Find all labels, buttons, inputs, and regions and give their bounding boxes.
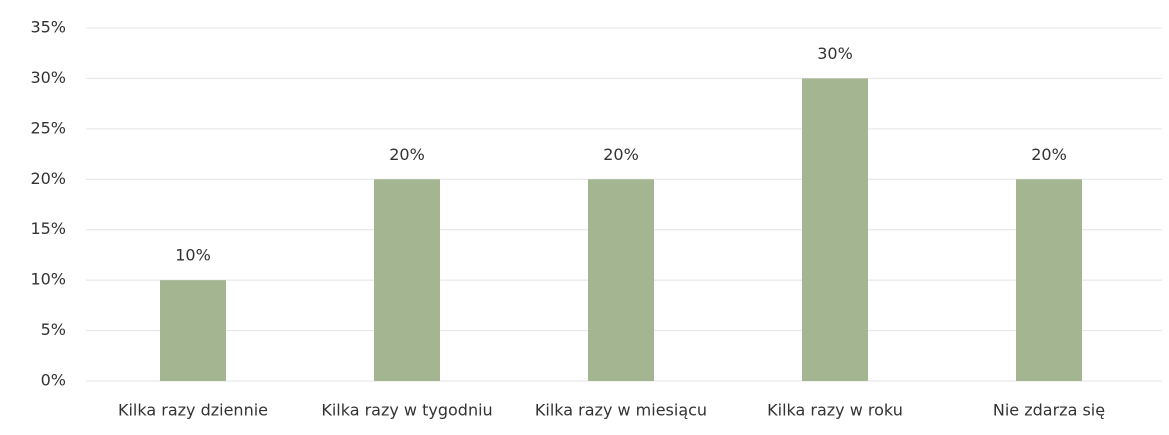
y-tick-label: 15% bbox=[30, 219, 66, 238]
bar bbox=[160, 280, 226, 381]
data-label: 10% bbox=[175, 246, 211, 265]
y-tick-label: 0% bbox=[41, 371, 66, 390]
y-tick-label: 20% bbox=[30, 169, 66, 188]
y-tick-label: 30% bbox=[30, 68, 66, 87]
x-tick-label: Kilka razy dziennie bbox=[118, 401, 268, 420]
bar bbox=[588, 179, 654, 381]
y-tick-label: 25% bbox=[30, 118, 66, 137]
bar bbox=[374, 179, 440, 381]
x-tick-label: Kilka razy w miesiącu bbox=[535, 401, 707, 420]
data-label: 30% bbox=[817, 44, 853, 63]
data-label: 20% bbox=[389, 145, 425, 164]
x-tick-label: Kilka razy w tygodniu bbox=[321, 401, 492, 420]
data-label: 20% bbox=[603, 145, 639, 164]
x-tick-label: Nie zdarza się bbox=[993, 401, 1105, 420]
y-tick-label: 35% bbox=[30, 18, 66, 37]
data-label: 20% bbox=[1031, 145, 1067, 164]
x-tick-label: Kilka razy w roku bbox=[767, 401, 903, 420]
y-tick-label: 5% bbox=[41, 320, 66, 339]
y-tick-label: 10% bbox=[30, 270, 66, 289]
bar bbox=[1016, 179, 1082, 381]
bar bbox=[802, 78, 868, 381]
